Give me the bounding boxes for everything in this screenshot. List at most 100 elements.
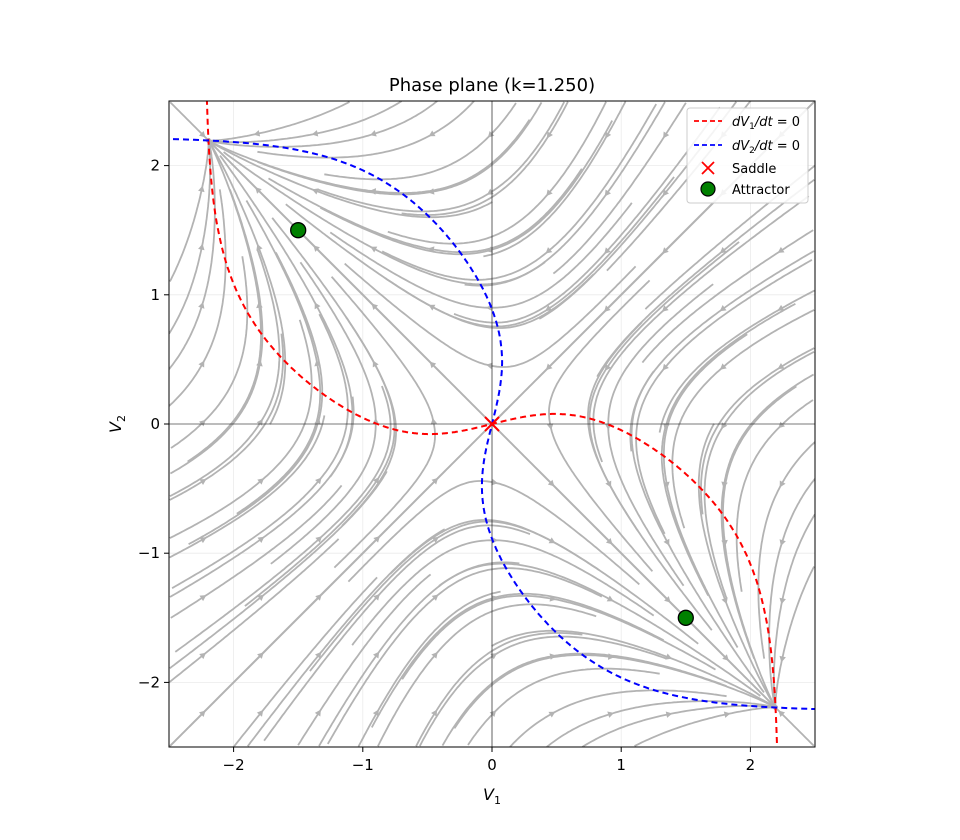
- stream-arrow: [779, 539, 786, 546]
- y-tick-label: 0: [150, 415, 160, 433]
- y-tick-label: −2: [138, 673, 160, 691]
- streamline: [703, 351, 815, 599]
- stream-arrow: [546, 423, 554, 430]
- stream-arrow: [777, 246, 785, 253]
- stream-arrow: [372, 477, 380, 484]
- stream-arrow: [607, 711, 614, 718]
- streamline: [271, 217, 397, 527]
- stream-arrow: [489, 710, 497, 717]
- stream-arrow: [429, 361, 437, 369]
- stream-arrow: [779, 480, 786, 488]
- stream-arrow: [663, 423, 670, 430]
- stream-arrow: [199, 478, 207, 485]
- streamline: [170, 256, 249, 449]
- stream-arrow: [662, 189, 669, 197]
- streamline: [509, 689, 727, 747]
- y-tick-label: −1: [138, 544, 160, 562]
- streamline: [257, 101, 475, 159]
- stream-arrow: [719, 305, 727, 312]
- stream-arrow: [778, 421, 785, 429]
- stream-arrow: [256, 301, 263, 309]
- stream-arrow: [722, 654, 729, 661]
- stream-arrow: [199, 595, 207, 602]
- streamline: [232, 576, 378, 747]
- streamline: [317, 101, 565, 213]
- stream-arrow: [486, 362, 493, 370]
- streamline: [671, 309, 815, 529]
- streamline: [546, 700, 778, 747]
- x-tick-label: −2: [223, 756, 245, 774]
- stream-arrow: [546, 189, 553, 197]
- stream-arrow: [370, 130, 377, 137]
- y-tick-label: 2: [150, 157, 160, 175]
- stream-arrow: [548, 711, 556, 718]
- legend: dV1/dt = 0 dV2/dt = 0 Saddle Attractor: [686, 107, 809, 204]
- stream-arrow: [661, 305, 669, 312]
- stream-arrow: [431, 594, 439, 601]
- streamline: [419, 635, 667, 747]
- streamline: [483, 101, 627, 258]
- x-tick-label: 0: [487, 756, 497, 774]
- streamline: [735, 399, 814, 592]
- stream-arrow: [199, 537, 207, 544]
- streamline: [169, 319, 313, 539]
- stream-arrow: [256, 243, 263, 251]
- axis-ticks: −2 −1 0 1 2 −2 −1 0 1 2: [138, 157, 755, 774]
- stream-arrow: [545, 304, 552, 312]
- stream-arrow: [777, 363, 785, 370]
- stream-arrow: [665, 711, 673, 718]
- saddle-marker: [484, 416, 500, 432]
- streamline: [169, 415, 326, 559]
- legend-label-saddle: Saddle: [732, 162, 776, 177]
- legend-marker-attractor: [700, 181, 716, 197]
- stream-arrow: [256, 710, 264, 717]
- stream-arrow: [604, 247, 611, 255]
- legend-marker-saddle: [701, 161, 715, 175]
- x-axis-label: V1: [483, 785, 501, 807]
- streamline: [453, 654, 777, 729]
- stream-arrow: [719, 363, 727, 370]
- attractor-marker: [290, 222, 307, 239]
- streamline: [236, 200, 322, 515]
- stream-arrow: [545, 247, 553, 254]
- stream-arrow: [199, 419, 206, 427]
- streamline: [389, 519, 699, 645]
- stream-arrow: [431, 477, 439, 485]
- stream-arrow: [431, 709, 438, 717]
- stream-arrow: [606, 595, 614, 602]
- stream-arrow: [546, 131, 553, 139]
- stream-arrow: [198, 130, 206, 138]
- stream-arrow: [665, 653, 673, 660]
- streamline: [658, 289, 815, 433]
- stream-arrow: [372, 360, 379, 368]
- streamline: [467, 667, 660, 746]
- streamline: [169, 138, 216, 370]
- stream-arrow: [721, 481, 728, 489]
- stream-arrow: [604, 189, 611, 197]
- stream-arrow: [370, 246, 378, 253]
- stream-arrow: [548, 537, 556, 544]
- stream-arrow: [777, 304, 785, 311]
- streamline: [257, 101, 543, 196]
- stream-arrow: [314, 302, 321, 310]
- y-axis-label: V2: [106, 415, 128, 433]
- streamline: [387, 101, 607, 245]
- stream-arrow: [199, 652, 206, 660]
- x-tick-label: 1: [616, 756, 626, 774]
- legend-box: [686, 107, 809, 204]
- streamline: [169, 249, 281, 497]
- streamline: [206, 101, 438, 148]
- attractor-marker: [677, 609, 694, 626]
- streamline: [596, 178, 815, 378]
- stream-arrow: [427, 188, 435, 195]
- streamline: [324, 102, 517, 181]
- stream-arrow: [315, 536, 323, 543]
- fixed-points: [290, 222, 694, 626]
- stream-arrow: [432, 536, 439, 544]
- streamline: [377, 603, 597, 747]
- stream-arrow: [605, 131, 612, 139]
- stream-arrow: [257, 536, 265, 543]
- streamline: [401, 594, 716, 680]
- stream-arrow: [663, 131, 670, 139]
